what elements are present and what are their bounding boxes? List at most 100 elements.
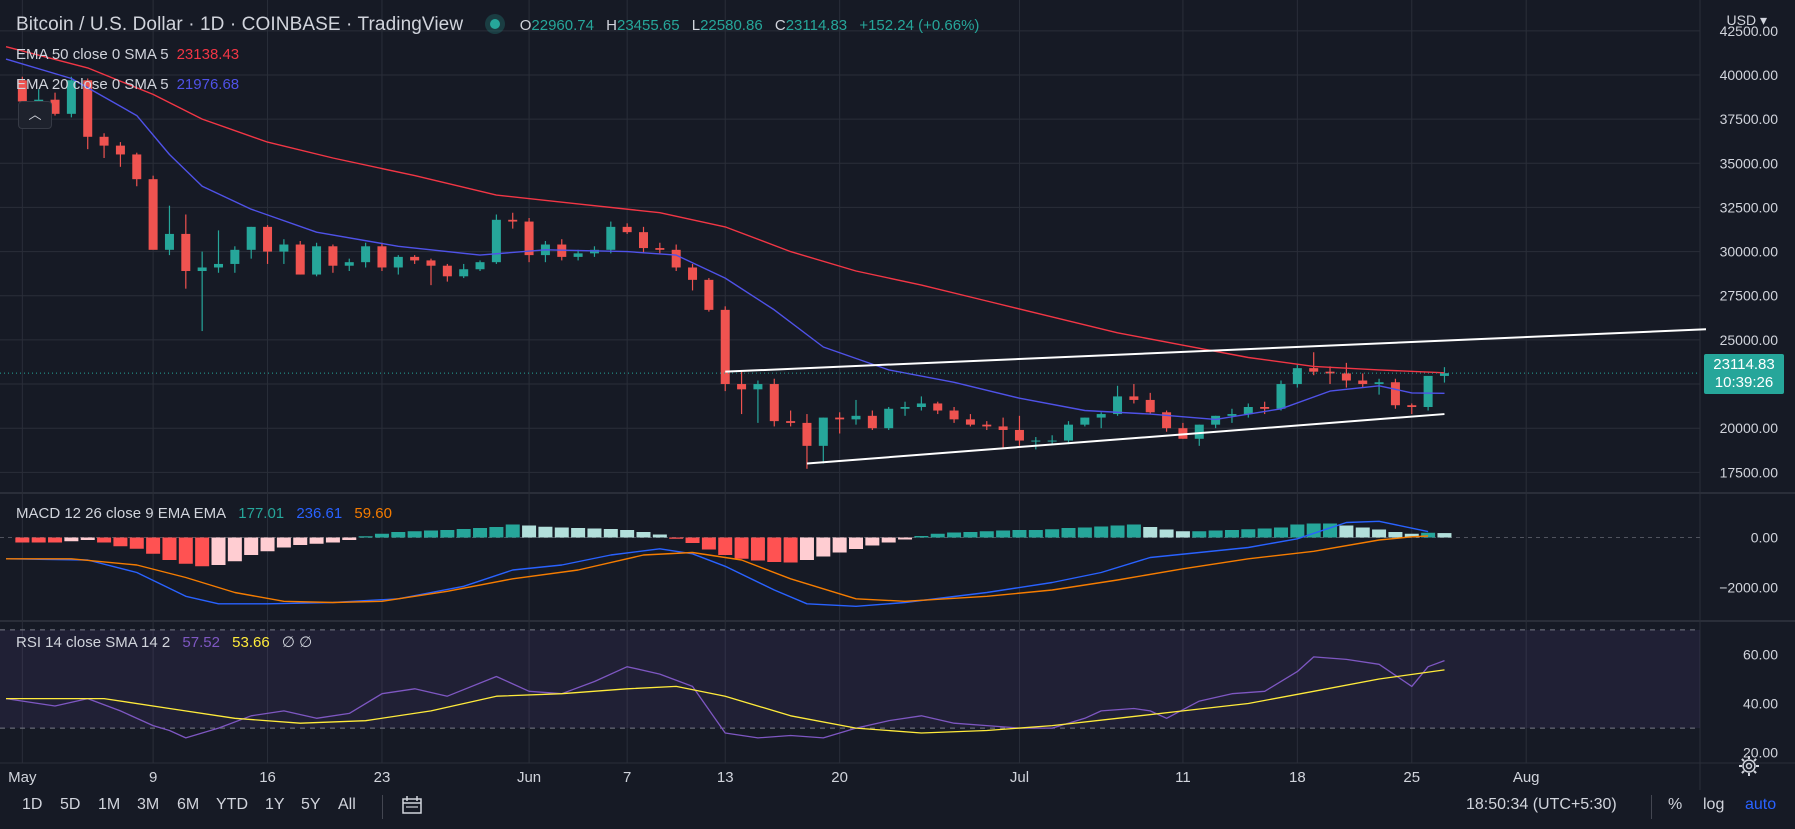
candle-body xyxy=(1374,382,1384,385)
low-label: L xyxy=(691,17,701,34)
macd-hist-value: 177.01 xyxy=(238,505,285,522)
ema50-label: EMA 50 close 0 SMA 5 xyxy=(16,46,169,63)
x-tick-label: 7 xyxy=(623,769,631,786)
macd-hist-bar xyxy=(1421,532,1436,538)
macd-hist-bar xyxy=(1372,529,1387,538)
macd-hist-bar xyxy=(473,528,488,538)
ema20-value: 21976.68 xyxy=(176,76,240,93)
rsi-legend[interactable]: RSI 14 close SMA 14 2 57.52 53.66 ∅ ∅ xyxy=(16,633,312,651)
macd-hist-bar xyxy=(799,537,814,560)
macd-hist-bar xyxy=(1028,530,1043,538)
rsi-band xyxy=(0,629,1700,729)
x-tick-label: Jun xyxy=(517,769,541,786)
rsi-line xyxy=(5,656,1445,739)
macd-hist-bar xyxy=(342,537,357,540)
timeframe-ytd[interactable]: YTD xyxy=(216,796,248,813)
candle-body xyxy=(17,80,27,102)
candle-body xyxy=(475,262,485,270)
macd-hist-bar xyxy=(113,537,128,547)
macd-line-value: 236.61 xyxy=(296,505,343,522)
candle-body xyxy=(1358,380,1368,385)
macd-hist-bar xyxy=(963,532,978,538)
high-label: H xyxy=(606,17,617,34)
change-value: +152.24 (+0.66%) xyxy=(859,17,980,34)
candle-body xyxy=(688,267,698,280)
macd-hist-bar xyxy=(554,527,569,538)
ema20-legend[interactable]: EMA 20 close 0 SMA 5 21976.68 xyxy=(16,76,239,93)
candle-body xyxy=(1014,429,1024,441)
price-tick-label: 35000.00 xyxy=(1720,155,1779,171)
macd-signal-value: 59.60 xyxy=(354,505,392,522)
calendar-range-icon[interactable] xyxy=(402,796,422,814)
macd-hist-bar xyxy=(1388,532,1403,538)
candle-body xyxy=(377,246,387,268)
macd-hist-bar xyxy=(325,537,340,543)
macd-hist-bar xyxy=(1110,525,1125,538)
macd-hist-bar xyxy=(31,537,46,543)
timeframe-1y[interactable]: 1Y xyxy=(265,796,285,813)
candle-body xyxy=(115,145,125,155)
macd-hist-bar xyxy=(1437,533,1452,538)
symbol-title[interactable]: Bitcoin / U.S. Dollar · 1D · COINBASE · … xyxy=(16,14,464,35)
timeframe-all[interactable]: All xyxy=(338,796,356,813)
price-tick-label: 20000.00 xyxy=(1720,420,1779,436)
macd-hist-bar xyxy=(1094,526,1109,538)
candle-body xyxy=(786,421,796,423)
timeframe-5y[interactable]: 5Y xyxy=(301,796,321,813)
gear-icon[interactable] xyxy=(1738,755,1760,777)
ema50-legend[interactable]: EMA 50 close 0 SMA 5 23138.43 xyxy=(16,46,239,63)
collapse-legend-button[interactable]: ︿ xyxy=(18,101,52,129)
timeframe-5d[interactable]: 5D xyxy=(60,796,81,813)
candle-body xyxy=(132,154,142,180)
candle-body xyxy=(1211,415,1221,425)
macd-hist-bar xyxy=(424,530,438,538)
macd-hist-bar xyxy=(358,536,373,538)
candle-body xyxy=(1047,440,1057,442)
candle-body xyxy=(1423,375,1433,407)
macd-hist-bar xyxy=(767,537,782,562)
candle-body xyxy=(655,248,665,250)
candle-body xyxy=(508,219,518,222)
macd-hist-bar xyxy=(309,537,324,544)
chart-header: Bitcoin / U.S. Dollar · 1D · COINBASE · … xyxy=(16,14,987,36)
timeframe-1m[interactable]: 1M xyxy=(98,796,121,813)
rsi-pane xyxy=(0,629,1700,739)
open-label: O xyxy=(519,17,532,34)
candle-body xyxy=(1080,417,1090,425)
ema20-label: EMA 20 close 0 SMA 5 xyxy=(16,76,169,93)
candle-body xyxy=(1276,384,1286,409)
currency-selector[interactable]: USD ▾ xyxy=(1726,12,1767,28)
macd-hist-bar xyxy=(1224,530,1239,538)
timeframe-1d[interactable]: 1D xyxy=(22,796,43,813)
candle-body xyxy=(50,99,60,114)
candle-body xyxy=(393,256,403,268)
candle-body xyxy=(34,99,44,102)
candle-body xyxy=(1064,424,1073,441)
macd-tick-label: 0.00 xyxy=(1751,530,1778,546)
candle-body xyxy=(410,256,420,261)
candle-body xyxy=(720,309,730,385)
scale-option-auto[interactable]: auto xyxy=(1745,796,1777,813)
price-tick-label: 37500.00 xyxy=(1720,111,1779,127)
candle-body xyxy=(671,249,681,268)
candle-body xyxy=(867,415,877,429)
macd-hist-bar xyxy=(1355,527,1370,538)
candle-body xyxy=(769,384,779,422)
macd-hist-bar xyxy=(374,533,389,538)
candle-body xyxy=(1325,371,1335,374)
macd-hist-bar xyxy=(669,537,684,539)
candle-body xyxy=(524,221,534,256)
macd-hist-bar xyxy=(996,530,1011,538)
macd-hist-bar xyxy=(1012,530,1027,538)
trendline xyxy=(725,328,1707,373)
timeframe-3m[interactable]: 3M xyxy=(137,796,160,813)
scale-option-percent[interactable]: % xyxy=(1668,796,1683,813)
macd-legend[interactable]: MACD 12 26 close 9 EMA EMA 177.01 236.61… xyxy=(16,505,392,522)
macd-hist-bar xyxy=(64,537,79,542)
macd-hist-bar xyxy=(1045,529,1060,538)
clock-timezone[interactable]: 18:50:34 (UTC+5:30) xyxy=(1466,796,1617,813)
timeframe-6m[interactable]: 6M xyxy=(177,796,200,813)
scale-option-log[interactable]: log xyxy=(1703,796,1725,813)
macd-hist-bar xyxy=(1192,531,1207,538)
